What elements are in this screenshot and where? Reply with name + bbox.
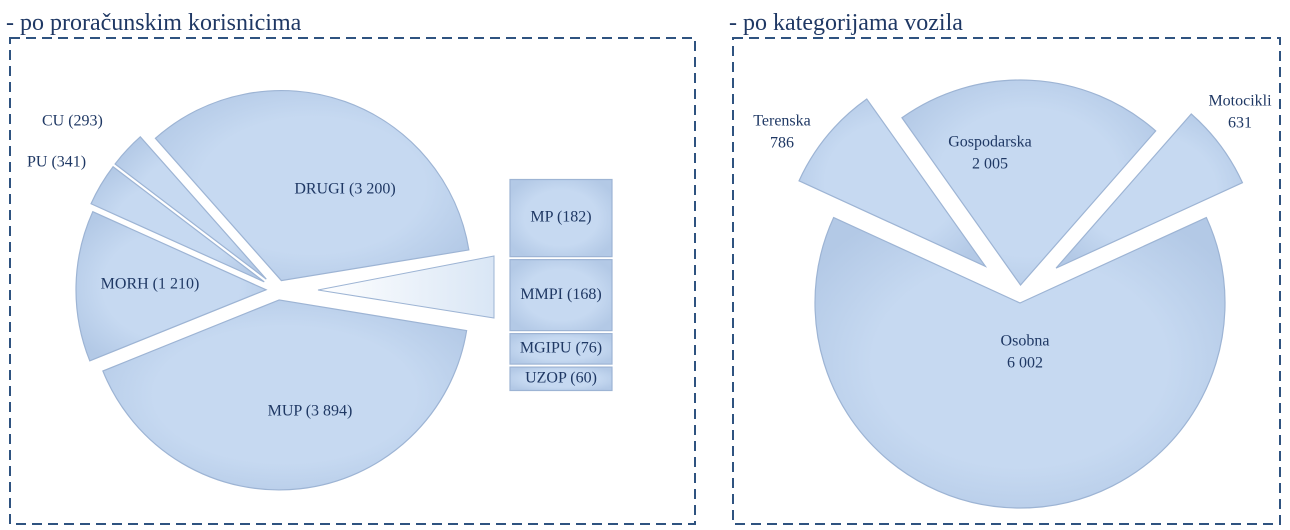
value-label: CU (293) bbox=[42, 113, 103, 130]
value-label: 786 bbox=[770, 135, 794, 152]
value-label: PU (341) bbox=[27, 154, 86, 171]
value-label: 6 002 bbox=[1007, 355, 1043, 372]
value-label: 2 005 bbox=[972, 156, 1008, 173]
category-label: Terenska bbox=[753, 113, 811, 130]
slice bbox=[814, 216, 1226, 509]
value-label: MGIPU (76) bbox=[520, 340, 602, 357]
slice bbox=[154, 89, 470, 282]
chart-title: - po kategorijama vozila bbox=[729, 10, 963, 36]
slice bbox=[114, 136, 267, 280]
bar-segment bbox=[509, 259, 613, 332]
slice bbox=[75, 210, 268, 362]
value-label: DRUGI (3 200) bbox=[294, 181, 395, 198]
category-label: Osobna bbox=[1001, 333, 1050, 350]
value-label: MUP (3 894) bbox=[268, 403, 353, 420]
value-label: UZOP (60) bbox=[525, 369, 597, 386]
category-label: Gospodarska bbox=[948, 134, 1032, 151]
category-label: Motocikli bbox=[1208, 93, 1272, 110]
slice bbox=[1055, 113, 1244, 269]
bar-segment bbox=[509, 178, 613, 258]
value-label: 631 bbox=[1228, 115, 1252, 132]
value-label: MMPI (168) bbox=[520, 286, 601, 303]
bar-segment bbox=[509, 366, 613, 392]
secondary-wedge bbox=[317, 255, 495, 319]
slice bbox=[102, 299, 468, 491]
value-label: MORH (1 210) bbox=[101, 276, 200, 293]
bar-segment bbox=[509, 333, 613, 365]
slice bbox=[798, 98, 988, 268]
frame bbox=[9, 37, 696, 525]
value-label: MP (182) bbox=[530, 209, 591, 226]
slice bbox=[90, 165, 265, 283]
frame bbox=[732, 37, 1281, 525]
slice bbox=[901, 79, 1157, 286]
chart-title: - po proračunskim korisnicima bbox=[6, 10, 302, 36]
